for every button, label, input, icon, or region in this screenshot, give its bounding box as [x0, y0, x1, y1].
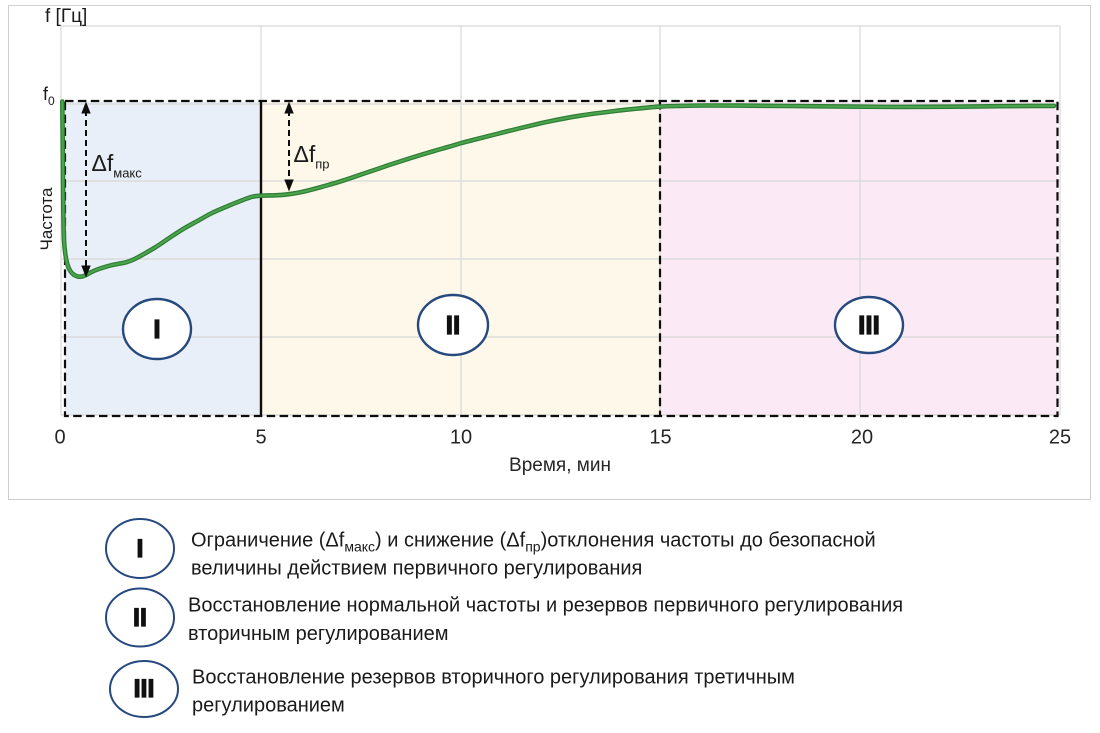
- svg-text:Ограничение (Δfмакс) и снижени: Ограничение (Δfмакс) и снижение (Δfпр)от…: [191, 530, 876, 555]
- svg-text:f [Гц]: f [Гц]: [45, 6, 87, 27]
- svg-text:10: 10: [450, 427, 472, 449]
- svg-text:I: I: [153, 314, 160, 344]
- svg-text:II: II: [446, 310, 460, 340]
- svg-text:0: 0: [54, 427, 65, 449]
- svg-text:величины действием первичного: величины действием первичного регулирова…: [191, 558, 642, 580]
- svg-text:III: III: [858, 310, 880, 340]
- svg-text:Восстановление резервов вторич: Восстановление резервов вторичного регул…: [192, 667, 795, 689]
- svg-text:III: III: [134, 675, 155, 703]
- svg-text:Восстановление нормальной част: Восстановление нормальной частоты и резе…: [188, 595, 903, 617]
- svg-text:I: I: [137, 535, 144, 563]
- svg-text:Время, мин: Время, мин: [509, 455, 611, 476]
- svg-text:15: 15: [649, 427, 671, 449]
- svg-text:25: 25: [1049, 427, 1071, 449]
- svg-text:вторичным регулированием: вторичным регулированием: [188, 623, 449, 645]
- svg-text:регулированием: регулированием: [192, 695, 345, 717]
- svg-text:20: 20: [851, 427, 873, 449]
- svg-text:II: II: [133, 604, 147, 632]
- svg-text:5: 5: [255, 427, 266, 449]
- svg-text:Частота: Частота: [37, 187, 56, 251]
